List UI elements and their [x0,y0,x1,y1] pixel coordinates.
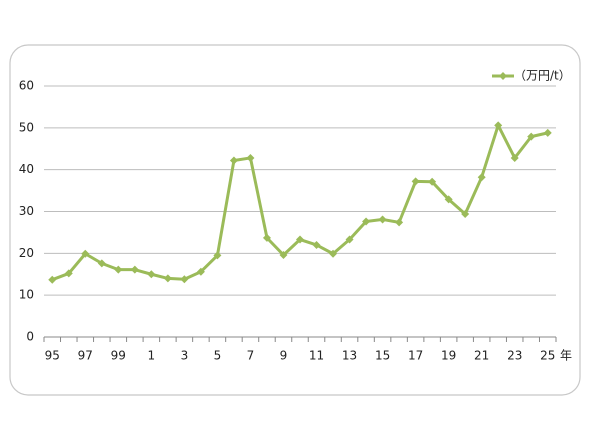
data-marker [114,265,123,274]
x-tick-label: 95 [45,349,60,363]
x-tick-label: 3 [181,349,189,363]
data-marker [428,177,437,186]
chart-frame [9,44,581,396]
x-tick-label: 11 [309,349,324,363]
data-marker [329,249,338,258]
x-axis-label: 年 [560,349,572,363]
x-tick-label: 1 [148,349,156,363]
x-tick-label: 25 [540,349,555,363]
data-marker [229,156,238,165]
legend-label: （万円/t） [514,69,571,83]
data-marker [362,217,371,226]
data-marker [296,235,304,244]
data-marker [262,233,271,242]
data-marker [543,128,552,137]
y-tick-label: 0 [26,330,34,344]
data-marker [461,210,470,219]
data-marker [312,240,321,249]
x-tick-label: 7 [247,349,255,363]
x-tick-label: 5 [214,349,222,363]
y-tick-label: 50 [19,120,34,134]
data-marker [48,275,57,284]
data-marker [510,153,519,162]
data-marker [279,251,288,260]
x-tick-label: 9 [280,349,288,363]
data-marker [213,251,222,260]
data-marker [130,265,139,274]
data-marker [345,235,354,244]
x-tick-label: 99 [111,349,126,363]
y-tick-label: 40 [19,162,34,176]
data-marker [81,249,90,258]
data-marker [527,132,536,141]
x-tick-label: 19 [441,349,456,363]
x-tick-label: 13 [342,349,357,363]
data-marker [97,259,106,268]
data-marker [64,269,73,278]
y-tick-label: 30 [19,204,34,218]
x-tick-label: 17 [408,349,423,363]
data-marker [378,215,387,224]
data-marker [494,121,503,130]
data-marker [395,218,404,227]
data-marker [180,275,189,284]
data-marker [477,173,486,182]
y-tick-label: 10 [19,288,34,302]
legend-marker [499,72,507,80]
y-tick-label: 60 [19,79,34,93]
data-marker [163,274,172,283]
x-tick-label: 23 [507,349,522,363]
data-marker [411,177,420,186]
data-marker [246,153,255,162]
x-tick-label: 21 [474,349,489,363]
x-tick-label: 15 [375,349,390,363]
data-marker [196,267,205,276]
data-marker [444,195,453,204]
x-tick-label: 97 [78,349,93,363]
data-marker [147,270,156,279]
y-tick-label: 20 [19,246,34,260]
